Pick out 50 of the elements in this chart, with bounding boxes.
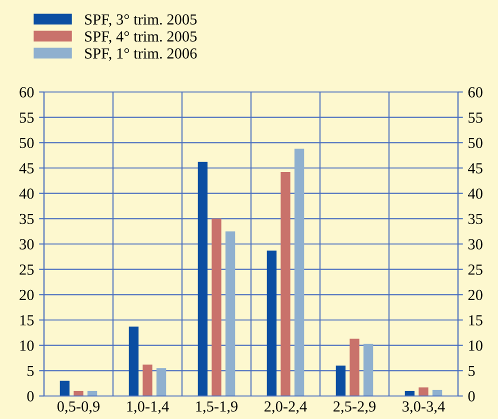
y-tick-label: 25 — [20, 264, 34, 275]
legend-label: SPF, 1° trim. 2006 — [85, 48, 197, 61]
bar — [212, 218, 222, 396]
y2-tick-label: 60 — [468, 87, 482, 98]
legend-label: SPF, 4° trim. 2005 — [85, 31, 197, 44]
y-tick-label: 0 — [27, 391, 34, 402]
bar — [418, 387, 428, 396]
y-tick-label: 35 — [20, 214, 34, 224]
y-tick-label: 40 — [19, 188, 34, 199]
bar — [156, 368, 166, 396]
x-tick-label: 3,0-3,4 — [402, 401, 445, 414]
x-tick-label: 2,5-2,9 — [334, 401, 376, 414]
bar — [142, 364, 152, 396]
y2-tick-label: 15 — [469, 315, 482, 326]
y2-tick-label: 50 — [468, 138, 482, 148]
x-tick-label: 1,5-1,9 — [196, 401, 238, 414]
bar — [363, 344, 374, 396]
bar — [280, 172, 290, 396]
y-tick-label: 55 — [20, 112, 34, 123]
bar — [198, 162, 208, 396]
y-tick-label: 50 — [20, 138, 34, 148]
y2-tick-label: 5 — [468, 366, 475, 376]
y2-tick-label: 40 — [468, 188, 482, 199]
y-tick-label: 15 — [20, 315, 34, 326]
bar — [294, 148, 304, 396]
y2-tick-label: 0 — [468, 391, 475, 402]
bar — [350, 338, 360, 396]
y2-tick-label: 25 — [468, 264, 482, 275]
y2-tick-label: 20 — [468, 290, 482, 300]
y2-tick-label: 55 — [468, 112, 482, 123]
y-tick-label: 60 — [20, 87, 34, 98]
bar — [60, 380, 70, 396]
y-tick-label: 10 — [20, 340, 34, 351]
y2-tick-label: 45 — [468, 163, 482, 174]
y2-tick-label: 10 — [469, 340, 482, 351]
bar — [266, 250, 277, 396]
bar — [74, 390, 84, 396]
x-tick-label: 2,0-2,4 — [264, 401, 307, 414]
y2-tick-label: 35 — [468, 214, 482, 224]
bar — [128, 326, 139, 396]
y-tick-label: 45 — [19, 163, 34, 174]
y2-tick-label: 30 — [468, 239, 482, 250]
legend-label: SPF, 3° trim. 2005 — [85, 14, 197, 27]
x-tick-label: 1,0-1,4 — [127, 401, 169, 414]
bar — [225, 231, 236, 396]
bar — [336, 366, 346, 396]
y-tick-label: 5 — [28, 366, 34, 376]
y-tick-label: 30 — [20, 239, 34, 250]
x-tick-label: 0,5-0,9 — [57, 401, 100, 414]
y-tick-label: 20 — [20, 290, 34, 300]
